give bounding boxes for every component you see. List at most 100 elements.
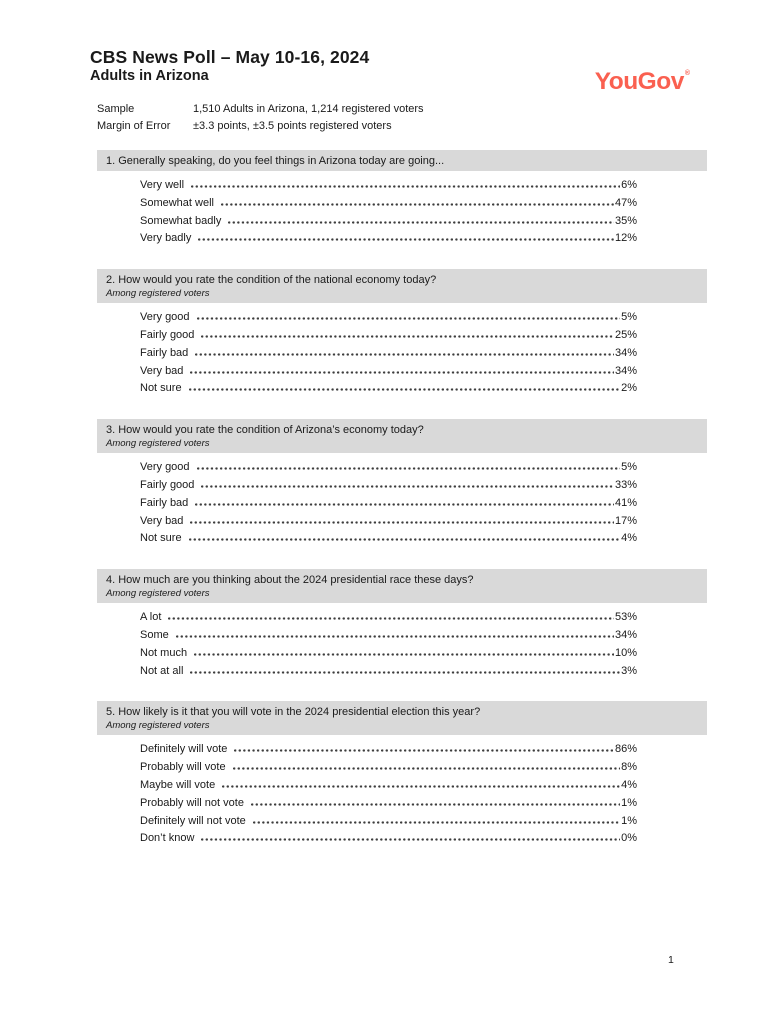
answer-label: Fairly bad — [140, 346, 189, 359]
question-text: 2. How would you rate the condition of t… — [106, 274, 437, 287]
answer-label: Not sure — [140, 532, 182, 545]
answer-label: Very good — [140, 311, 190, 324]
poll-title: CBS News Poll – May 10-16, 2024 — [90, 47, 370, 67]
dot-leader — [190, 670, 621, 674]
answer-percentage: 47% — [614, 196, 637, 209]
questions-list: 1. Generally speaking, do you feel thing… — [97, 150, 707, 869]
answer-percentage: 12% — [614, 232, 637, 245]
answer-percentage: 5% — [621, 461, 637, 474]
dot-leader — [195, 352, 614, 356]
answer-row: Fairly good 33% — [140, 477, 637, 495]
margin-of-error-value: ±3.3 points, ±3.5 points registered vote… — [193, 119, 392, 132]
answer-label: Fairly bad — [140, 496, 189, 509]
answer-percentage: 86% — [614, 743, 637, 756]
answer-percentage: 35% — [614, 214, 637, 227]
dot-leader — [252, 820, 621, 824]
dot-leader — [250, 802, 621, 806]
yougov-logo-text: YouGov — [594, 68, 685, 95]
question-header-bar: 4. How much are you thinking about the 2… — [97, 569, 707, 604]
dot-leader — [222, 784, 621, 788]
answer-row: Very badly 12% — [140, 230, 637, 248]
answer-list: Very good 5% Fairly good 33% Fairly bad … — [97, 453, 707, 548]
margin-of-error-label: Margin of Error — [97, 119, 171, 132]
answer-label: Somewhat badly — [140, 214, 222, 227]
answer-list: Very well 6% Somewhat well 47% Somewhat … — [97, 171, 707, 248]
answer-percentage: 4% — [621, 532, 637, 545]
dot-leader — [198, 238, 614, 242]
document-header: CBS News Poll – May 10-16, 2024 Adults i… — [90, 47, 369, 85]
registered-mark-icon: ® — [684, 70, 690, 77]
answer-row: Probably will not vote 1% — [140, 795, 637, 813]
answer-label: Definitely will vote — [140, 743, 228, 756]
answer-row: Fairly bad 41% — [140, 495, 637, 513]
dot-leader — [190, 520, 614, 524]
answer-row: Probably will vote 8% — [140, 759, 637, 777]
answer-row: Some 34% — [140, 627, 637, 645]
answer-label: Don’t know — [140, 832, 195, 845]
sample-info-table: Sample 1,510 Adults in Arizona, 1,214 re… — [97, 101, 424, 134]
answer-percentage: 4% — [621, 778, 637, 791]
poll-subtitle: Adults in Arizona — [90, 68, 209, 84]
margin-of-error-row: Margin of Error ±3.3 points, ±3.5 points… — [97, 118, 424, 135]
answer-row: Somewhat well 47% — [140, 195, 637, 213]
question-subpopulation-note: Among registered voters — [106, 720, 210, 732]
question-block: 5. How likely is it that you will vote i… — [97, 701, 707, 848]
answer-percentage: 34% — [614, 628, 637, 641]
dot-leader — [190, 370, 614, 374]
answer-row: Very bad 34% — [140, 363, 637, 381]
answer-percentage: 1% — [621, 796, 637, 809]
dot-leader — [188, 538, 621, 542]
answer-row: Very good 5% — [140, 459, 637, 477]
answer-row: Not sure 4% — [140, 530, 637, 548]
dot-leader — [228, 220, 614, 224]
question-header-bar: 2. How would you rate the condition of t… — [97, 269, 707, 304]
dot-leader — [188, 388, 621, 392]
dot-leader — [175, 634, 614, 638]
dot-leader — [234, 749, 614, 753]
answer-percentage: 1% — [621, 814, 637, 827]
answer-percentage: 33% — [614, 478, 637, 491]
question-header-bar: 3. How would you rate the condition of A… — [97, 419, 707, 454]
answer-row: Very bad 17% — [140, 513, 637, 531]
answer-label: A lot — [140, 611, 162, 624]
dot-leader — [194, 652, 614, 656]
answer-row: Not much 10% — [140, 645, 637, 663]
answer-percentage: 8% — [621, 761, 637, 774]
answer-row: Maybe will vote 4% — [140, 777, 637, 795]
answer-label: Very well — [140, 179, 185, 191]
answer-row: Somewhat badly 35% — [140, 213, 637, 231]
page-number: 1 — [668, 954, 674, 966]
answer-label: Very badly — [140, 232, 192, 245]
answer-percentage: 5% — [621, 311, 637, 324]
question-block: 3. How would you rate the condition of A… — [97, 419, 707, 548]
question-subpopulation-note: Among registered voters — [106, 288, 210, 300]
answer-percentage: 25% — [614, 328, 637, 341]
answer-percentage: 6% — [621, 179, 637, 191]
dot-leader — [191, 185, 621, 188]
answer-list: A lot 53% Some 34% Not much 10% Not at a… — [97, 603, 707, 680]
question-block: 2. How would you rate the condition of t… — [97, 269, 707, 398]
answer-row: Definitely will not vote 1% — [140, 813, 637, 831]
answer-percentage: 17% — [614, 514, 637, 527]
dot-leader — [201, 484, 614, 488]
dot-leader — [201, 838, 621, 842]
answer-label: Fairly good — [140, 328, 195, 341]
answer-percentage: 53% — [614, 611, 637, 624]
question-block: 4. How much are you thinking about the 2… — [97, 569, 707, 680]
answer-label: Not at all — [140, 664, 184, 677]
dot-leader — [168, 617, 614, 621]
question-subpopulation-note: Among registered voters — [106, 588, 210, 600]
dot-leader — [232, 767, 621, 771]
answer-label: Definitely will not vote — [140, 814, 246, 827]
answer-percentage: 2% — [621, 382, 637, 395]
answer-list: Very good 5% Fairly good 25% Fairly bad … — [97, 303, 707, 398]
dot-leader — [196, 317, 621, 321]
question-header-bar: 5. How likely is it that you will vote i… — [97, 701, 707, 736]
answer-row: Not sure 2% — [140, 380, 637, 398]
answer-row: A lot 53% — [140, 609, 637, 627]
answer-label: Probably will vote — [140, 761, 226, 774]
answer-label: Not much — [140, 646, 188, 659]
sample-label: Sample — [97, 103, 135, 115]
answer-label: Somewhat well — [140, 196, 214, 209]
question-text: 3. How would you rate the condition of A… — [106, 424, 424, 437]
